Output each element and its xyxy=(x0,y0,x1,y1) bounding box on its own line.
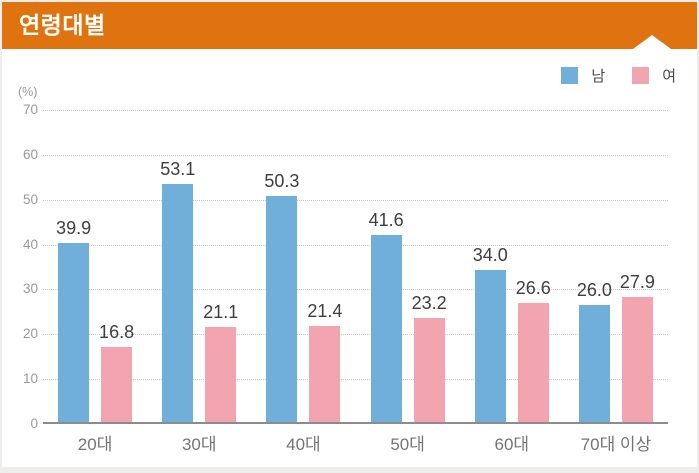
value-label: 41.6 xyxy=(368,210,404,231)
plot-area: 39.9 16.8 53.1 21.1 50.3 21.4 41.6 23.2 34.0 26.6… xyxy=(43,110,668,424)
y-axis-tick-label: 20 xyxy=(22,326,38,342)
x-axis-labels: 20대 30대 40대 50대 60대 70대 이상 xyxy=(43,430,668,455)
gridline xyxy=(43,110,668,111)
value-label: 23.2 xyxy=(411,292,447,313)
x-axis-category-label: 20대 xyxy=(77,435,113,454)
value-label: 53.1 xyxy=(160,158,196,179)
bar-group: 39.9 16.8 xyxy=(43,110,147,422)
x-axis-category-label: 30대 xyxy=(181,435,217,454)
bar-여: 26.6 xyxy=(516,278,551,422)
bar-남: 41.6 xyxy=(369,210,404,422)
bar-여: 27.9 xyxy=(620,272,655,422)
y-axis-tick-label: 0 xyxy=(30,416,38,431)
gridline xyxy=(43,244,668,246)
y-axis-tick-label: 40 xyxy=(22,236,38,252)
legend-label: 여 xyxy=(662,68,676,85)
y-axis-unit-label: (%) xyxy=(18,85,38,99)
bar-남: 26.0 xyxy=(577,280,612,422)
x-axis-category-label: 50대 xyxy=(390,435,425,454)
page-title: 연령대별 xyxy=(19,12,106,38)
header-bar: 연령대별 xyxy=(2,2,697,49)
x-axis-category-label: 40대 xyxy=(286,435,321,454)
header-notch-triangle xyxy=(633,35,671,49)
value-label: 34.0 xyxy=(472,244,508,265)
bar-group: 53.1 21.1 xyxy=(147,110,251,422)
value-label: 39.9 xyxy=(56,218,92,239)
bar-남: 39.9 xyxy=(56,218,91,422)
legend-label: 남 xyxy=(591,68,606,85)
bar-group: 41.6 23.2 xyxy=(356,110,460,422)
bar-여: 21.1 xyxy=(203,302,238,422)
x-axis-category-label: 60대 xyxy=(494,435,530,454)
gridline xyxy=(43,379,668,381)
y-axis-tick-label: 70 xyxy=(22,102,38,117)
value-label: 26.0 xyxy=(576,280,612,301)
bar-남: 53.1 xyxy=(160,159,195,422)
y-axis-tick-label: 50 xyxy=(22,191,38,207)
value-label: 26.6 xyxy=(515,277,551,298)
value-label: 21.4 xyxy=(307,301,343,322)
bar-여: 21.4 xyxy=(307,301,342,422)
y-axis-tick-label: 10 xyxy=(22,371,38,387)
legend-swatch xyxy=(632,67,650,84)
legend-swatch xyxy=(561,67,579,84)
bar-남: 34.0 xyxy=(473,245,508,422)
gridline xyxy=(43,289,668,291)
y-axis-tick-label: 60 xyxy=(22,146,38,162)
gridline xyxy=(43,334,668,336)
gridline xyxy=(43,154,668,156)
value-label: 27.9 xyxy=(619,271,655,292)
value-label: 50.3 xyxy=(264,171,300,192)
legend-item: 여 xyxy=(632,65,676,86)
gridline xyxy=(43,199,668,201)
bar-group: 26.0 27.9 xyxy=(564,110,668,422)
bar-남: 50.3 xyxy=(264,171,299,422)
legend-item: 남 xyxy=(561,65,605,86)
y-axis-tick-label: 30 xyxy=(22,281,38,297)
bar-groups: 39.9 16.8 53.1 21.1 50.3 21.4 41.6 23.2 34.0 26.6… xyxy=(43,110,668,422)
bar-group: 34.0 26.6 xyxy=(460,110,564,422)
bar-여: 23.2 xyxy=(412,293,447,422)
value-label: 21.1 xyxy=(203,302,239,323)
bar-여: 16.8 xyxy=(99,322,134,422)
bar-group: 50.3 21.4 xyxy=(251,110,355,422)
value-label: 16.8 xyxy=(99,321,135,342)
y-axis-labels: 0 10 20 30 40 50 60 70 xyxy=(2,102,38,431)
x-axis-category-label: 70대 이상 xyxy=(580,435,652,454)
